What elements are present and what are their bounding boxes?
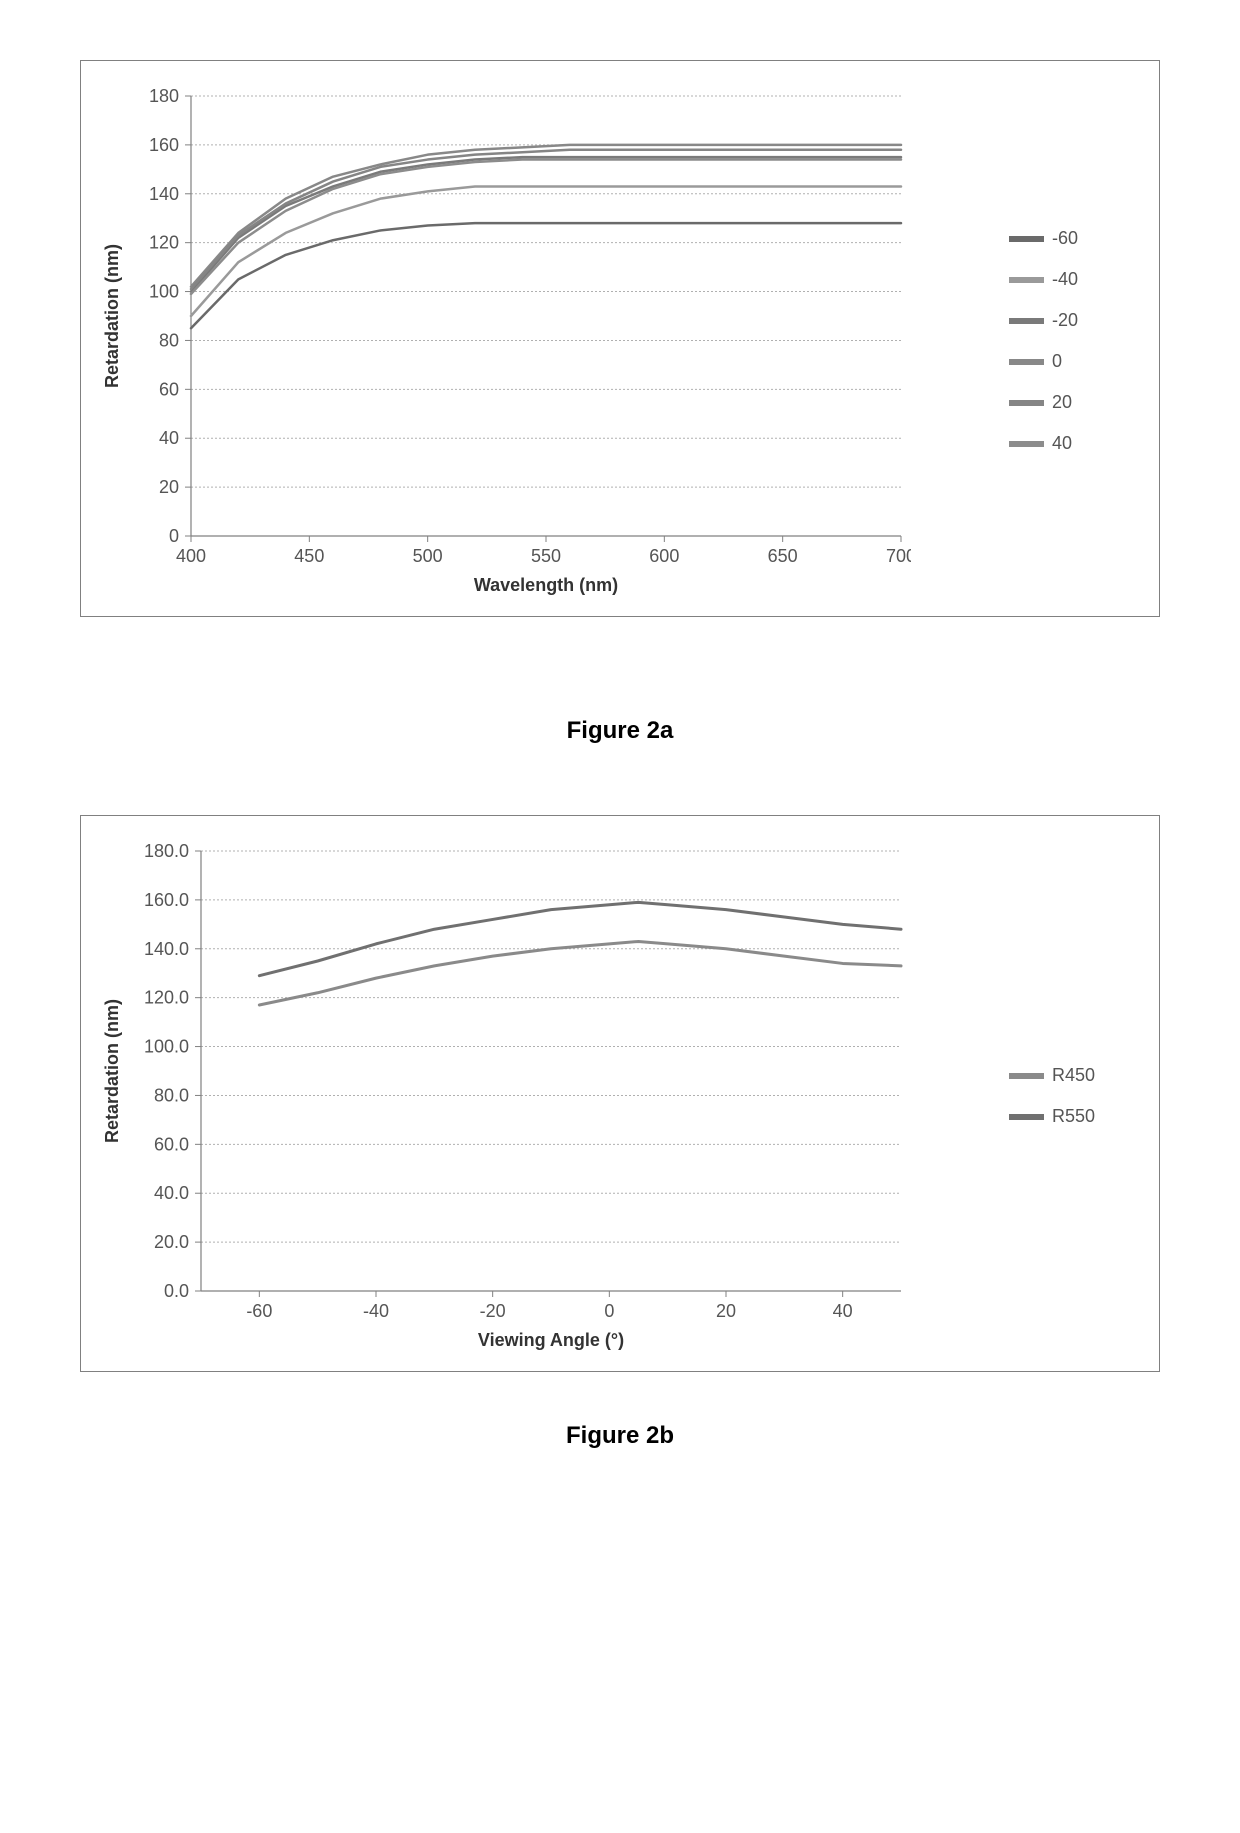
svg-text:60: 60 (159, 379, 179, 399)
svg-text:20.0: 20.0 (154, 1232, 189, 1252)
svg-text:550: 550 (531, 546, 561, 566)
svg-text:0: 0 (604, 1301, 614, 1321)
legend-label: 40 (1052, 433, 1072, 454)
svg-text:Retardation (nm): Retardation (nm) (102, 999, 122, 1143)
svg-text:120.0: 120.0 (144, 988, 189, 1008)
svg-text:400: 400 (176, 546, 206, 566)
svg-text:140: 140 (149, 184, 179, 204)
svg-text:80: 80 (159, 330, 179, 350)
legend-item: R550 (1009, 1106, 1144, 1127)
svg-text:Retardation (nm): Retardation (nm) (102, 244, 122, 388)
svg-text:-40: -40 (363, 1301, 389, 1321)
legend-label: -60 (1052, 228, 1078, 249)
legend-item: -20 (1009, 310, 1144, 331)
svg-text:60.0: 60.0 (154, 1134, 189, 1154)
legend-item: -60 (1009, 228, 1144, 249)
legend-swatch (1009, 359, 1044, 365)
legend-swatch (1009, 400, 1044, 406)
chart-b-legend: R450 R550 (994, 836, 1144, 1356)
legend-label: 20 (1052, 392, 1072, 413)
svg-text:160: 160 (149, 135, 179, 155)
svg-text:20: 20 (716, 1301, 736, 1321)
svg-text:160.0: 160.0 (144, 890, 189, 910)
legend-swatch (1009, 277, 1044, 283)
svg-text:500: 500 (413, 546, 443, 566)
svg-text:40: 40 (159, 428, 179, 448)
svg-text:Wavelength (nm): Wavelength (nm) (474, 575, 618, 595)
legend-swatch (1009, 236, 1044, 242)
legend-label: -20 (1052, 310, 1078, 331)
svg-text:180.0: 180.0 (144, 841, 189, 861)
svg-text:Viewing Angle (°): Viewing Angle (°) (478, 1330, 624, 1350)
svg-text:180: 180 (149, 86, 179, 106)
chart-a-frame: 0204060801001201401601804004505005506006… (80, 60, 1160, 617)
svg-text:120: 120 (149, 233, 179, 253)
legend-swatch (1009, 441, 1044, 447)
caption-a: Figure 2a (80, 717, 1160, 745)
svg-text:600: 600 (649, 546, 679, 566)
legend-item: 20 (1009, 392, 1144, 413)
svg-text:100.0: 100.0 (144, 1037, 189, 1057)
svg-text:450: 450 (294, 546, 324, 566)
chart-a-legend: -60 -40 -20 0 20 40 (994, 81, 1144, 601)
legend-swatch (1009, 1114, 1044, 1120)
svg-text:140.0: 140.0 (144, 939, 189, 959)
svg-text:650: 650 (768, 546, 798, 566)
svg-text:100: 100 (149, 282, 179, 302)
svg-text:20: 20 (159, 477, 179, 497)
caption-b: Figure 2b (80, 1422, 1160, 1450)
legend-swatch (1009, 1073, 1044, 1079)
legend-item: 40 (1009, 433, 1144, 454)
chart-b-svg: 0.0 20.0 40.0 60.0 80.0 100.0 120.0 140.0 160.0 1… (96, 836, 911, 1356)
legend-swatch (1009, 318, 1044, 324)
svg-text:40.0: 40.0 (154, 1183, 189, 1203)
legend-item: R450 (1009, 1065, 1144, 1086)
legend-label: 0 (1052, 351, 1062, 372)
legend-item: 0 (1009, 351, 1144, 372)
svg-text:700: 700 (886, 546, 911, 566)
svg-text:-60: -60 (246, 1301, 272, 1321)
svg-text:0.0: 0.0 (164, 1281, 189, 1301)
svg-text:80.0: 80.0 (154, 1085, 189, 1105)
legend-label: R550 (1052, 1106, 1095, 1127)
chart-b-frame: 0.0 20.0 40.0 60.0 80.0 100.0 120.0 140.0 160.0 1… (80, 815, 1160, 1372)
chart-a-svg: 0 20 40 60 80 100 120 140 160 180 400 450 500 550 600 6… (96, 81, 911, 601)
legend-item: -40 (1009, 269, 1144, 290)
svg-text:40: 40 (833, 1301, 853, 1321)
chart-b-body: 0.0 20.0 40.0 60.0 80.0 100.0 120.0 140.0 160.0 1… (96, 836, 994, 1356)
svg-text:0: 0 (169, 526, 179, 546)
chart-a-body: 0 20 40 60 80 100 120 140 160 180 400 450 500 550 600 6… (96, 81, 994, 601)
legend-label: R450 (1052, 1065, 1095, 1086)
svg-text:-20: -20 (480, 1301, 506, 1321)
legend-label: -40 (1052, 269, 1078, 290)
